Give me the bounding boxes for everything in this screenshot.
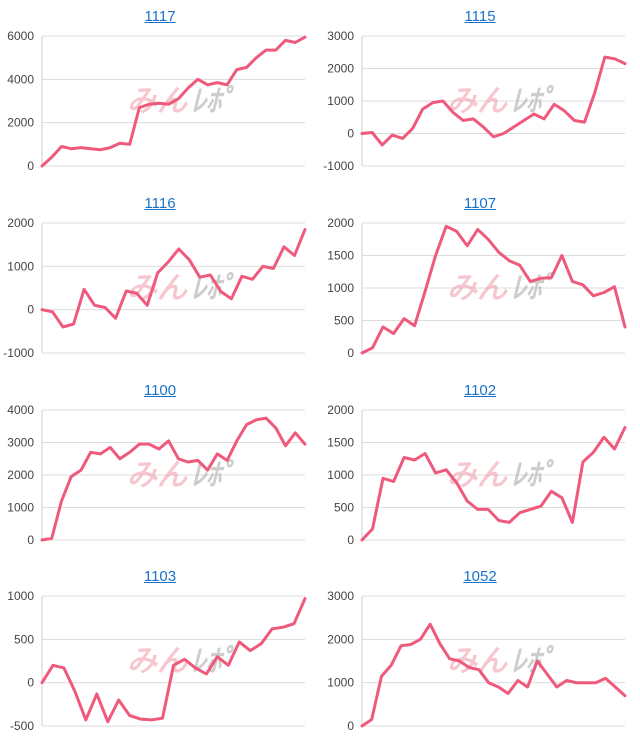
series-line <box>40 416 307 542</box>
watermark-logo: みん ﾚﾎﾟ <box>127 271 236 306</box>
chart-title-link[interactable]: 1107 <box>463 195 497 212</box>
y-tick-label: 0 <box>27 303 34 317</box>
y-tick-label: 3000 <box>327 589 354 603</box>
watermark-part-2: ﾚﾎﾟ <box>511 458 556 493</box>
chart-panel-1107: 1107 0 500 1000 1500 2000 みん ﾚﾎﾟ <box>320 187 640 372</box>
line-chart: 0 1000 2000 3000 みん ﾚﾎﾟ <box>327 589 627 733</box>
watermark-logo: みん ﾚﾎﾟ <box>127 84 236 119</box>
line-chart: 0 500 1000 1500 2000 みん ﾚﾎﾟ <box>327 216 627 360</box>
watermark-logo: みん ﾚﾎﾟ <box>447 84 556 119</box>
y-tick-label: 1000 <box>327 676 354 690</box>
watermark-part-1: みん <box>447 271 508 306</box>
line-chart: -1000 0 1000 2000 みん ﾚﾎﾟ <box>3 216 307 360</box>
y-tick-label: 0 <box>27 533 34 547</box>
y-tick-label: 2000 <box>327 62 354 76</box>
chart-panel-1115: 1115 -1000 0 1000 2000 3000 みん ﾚﾎﾟ <box>320 0 640 185</box>
y-tick-label: 1000 <box>327 281 354 295</box>
chart-panel-1116: 1116 -1000 0 1000 2000 みん ﾚﾎﾟ <box>0 187 320 372</box>
line-chart: 0 500 1000 1500 2000 みん ﾚﾎﾟ <box>327 403 627 547</box>
line-chart: 0 2000 4000 6000 みん ﾚﾎﾟ <box>7 29 307 173</box>
series-line <box>360 55 627 147</box>
y-tick-label: 4000 <box>7 403 34 417</box>
chart-panel-1117: 1117 0 2000 4000 6000 みん ﾚﾎﾟ <box>0 0 320 185</box>
y-tick-label: 0 <box>347 127 354 141</box>
watermark-part-2: ﾚﾎﾟ <box>191 84 236 119</box>
y-tick-label: 2000 <box>327 216 354 230</box>
watermark-part-2: ﾚﾎﾟ <box>191 458 236 493</box>
y-tick-label: -500 <box>10 719 34 733</box>
y-tick-label: 1000 <box>7 259 34 273</box>
y-tick-label: -1000 <box>3 346 34 360</box>
y-tick-label: 6000 <box>7 29 34 43</box>
chart-title-link[interactable]: 1103 <box>143 568 177 585</box>
y-tick-label: 0 <box>347 719 354 733</box>
line-chart: -1000 0 1000 2000 3000 みん ﾚﾎﾟ <box>323 29 627 173</box>
y-tick-label: -1000 <box>323 159 354 173</box>
y-tick-label: 0 <box>27 676 34 690</box>
y-tick-label: 3000 <box>327 29 354 43</box>
watermark-part-1: みん <box>447 84 508 119</box>
chart-title-link[interactable]: 1116 <box>144 195 176 212</box>
y-tick-label: 500 <box>14 632 34 646</box>
y-tick-label: 0 <box>347 346 354 360</box>
chart-title-link[interactable]: 1052 <box>463 568 497 585</box>
watermark-part-1: みん <box>127 84 188 119</box>
chart-title-link[interactable]: 1117 <box>144 8 176 25</box>
chart-panel-1103: 1103 -500 0 500 1000 みん ﾚﾎﾟ <box>0 560 320 745</box>
watermark-logo: みん ﾚﾎﾟ <box>447 644 556 679</box>
watermark-logo: みん ﾚﾎﾟ <box>127 458 236 493</box>
chart-panel-1100: 1100 0 1000 2000 3000 4000 みん ﾚﾎﾟ <box>0 374 320 559</box>
y-tick-label: 1000 <box>7 501 34 515</box>
y-tick-label: 3000 <box>7 436 34 450</box>
watermark-part-1: みん <box>127 458 188 493</box>
chart-panel-1102: 1102 0 500 1000 1500 2000 みん ﾚﾎﾟ <box>320 374 640 559</box>
watermark-part-1: みん <box>447 458 508 493</box>
y-tick-label: 1000 <box>327 468 354 482</box>
series-line <box>40 228 307 329</box>
watermark-logo: みん ﾚﾎﾟ <box>447 271 556 306</box>
series-line <box>360 622 627 728</box>
y-tick-label: 1000 <box>327 94 354 108</box>
y-tick-label: 500 <box>334 314 354 328</box>
chart-title-link[interactable]: 1102 <box>463 382 497 399</box>
chart-title-link[interactable]: 1115 <box>464 8 496 25</box>
line-chart: 0 1000 2000 3000 4000 みん ﾚﾎﾟ <box>7 403 307 547</box>
series-line <box>40 35 307 168</box>
y-tick-label: 2000 <box>327 632 354 646</box>
y-tick-label: 500 <box>334 501 354 515</box>
y-tick-label: 2000 <box>7 468 34 482</box>
chart-title-link[interactable]: 1100 <box>143 382 177 399</box>
series-line <box>40 597 307 724</box>
y-tick-label: 1000 <box>7 589 34 603</box>
y-tick-label: 0 <box>27 159 34 173</box>
series-line <box>360 426 627 542</box>
series-line <box>360 224 627 355</box>
y-tick-label: 2000 <box>7 216 34 230</box>
y-tick-label: 4000 <box>7 72 34 86</box>
y-tick-label: 2000 <box>327 403 354 417</box>
chart-panel-1052: 1052 0 1000 2000 3000 みん ﾚﾎﾟ <box>320 560 640 745</box>
y-tick-label: 1500 <box>327 436 354 450</box>
y-tick-label: 0 <box>347 533 354 547</box>
y-tick-label: 2000 <box>7 116 34 130</box>
y-tick-label: 1500 <box>327 249 354 263</box>
watermark-logo: みん ﾚﾎﾟ <box>447 458 556 493</box>
